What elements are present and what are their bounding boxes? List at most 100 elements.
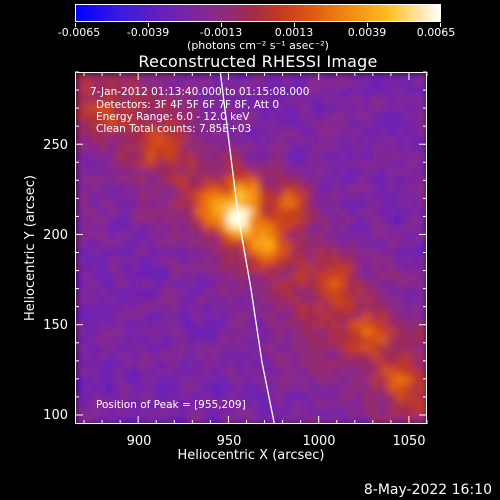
heatmap-cell (123, 344, 133, 354)
heatmap-cell (179, 112, 189, 122)
heatmap-cell (243, 80, 253, 90)
heatmap-cell (123, 376, 133, 386)
heatmap-cell (147, 208, 157, 218)
heatmap-cell (315, 240, 325, 250)
heatmap-cell (275, 152, 285, 162)
heatmap-cell (347, 176, 357, 186)
heatmap-cell (203, 112, 213, 122)
heatmap-cell (283, 176, 293, 186)
heatmap-cell (243, 360, 253, 370)
heatmap-cell (219, 208, 229, 218)
heatmap-cell (387, 168, 397, 178)
heatmap-cell (83, 104, 93, 114)
heatmap-cell (323, 328, 333, 338)
heatmap-cell (267, 144, 277, 154)
heatmap-cell (355, 312, 365, 322)
heatmap-cell (355, 272, 365, 282)
heatmap-cell (299, 73, 309, 82)
heatmap-cell (419, 104, 426, 114)
heatmap-cell (107, 328, 117, 338)
heatmap-cell (219, 360, 229, 370)
heatmap-cell (155, 240, 165, 250)
heatmap-cell (83, 216, 93, 226)
heatmap-cell (331, 184, 341, 194)
heatmap-cell (323, 96, 333, 106)
heatmap-cell (187, 176, 197, 186)
heatmap-cell (139, 88, 149, 98)
heatmap-cell (403, 184, 413, 194)
heatmap-cell (251, 256, 261, 266)
heatmap-cell (99, 200, 109, 210)
heatmap-cell (331, 208, 341, 218)
heatmap-cell (299, 208, 309, 218)
heatmap-cell (155, 352, 165, 362)
heatmap-cell (91, 416, 101, 423)
heatmap-cell (107, 376, 117, 386)
heatmap-cell (283, 360, 293, 370)
heatmap-cell (379, 96, 389, 106)
heatmap-cell (147, 73, 157, 82)
heatmap-cell (419, 408, 426, 418)
heatmap-cell (203, 200, 213, 210)
annotation-detectors: Detectors: 3F 4F 5F 6F 7F 8F, Att 0 (96, 99, 279, 111)
heatmap-cell (219, 73, 229, 82)
heatmap-cell (107, 320, 117, 330)
heatmap-cell (403, 144, 413, 154)
heatmap-cell (307, 400, 317, 410)
heatmap-cell (139, 256, 149, 266)
heatmap-cell (131, 80, 141, 90)
heatmap-cell (187, 73, 197, 82)
heatmap-cell (347, 152, 357, 162)
heatmap-cell (299, 160, 309, 170)
heatmap-cell (123, 384, 133, 394)
heatmap-cell (371, 136, 381, 146)
heatmap-cell (211, 120, 221, 130)
heatmap-cell (411, 320, 421, 330)
heatmap-cell (227, 168, 237, 178)
heatmap-cell (147, 128, 157, 138)
heatmap-cell (339, 192, 349, 202)
heatmap-cell (331, 272, 341, 282)
heatmap-cell (235, 336, 245, 346)
heatmap-cell (363, 144, 373, 154)
y-tick-label: 250 (43, 138, 68, 153)
heatmap-cell (243, 280, 253, 290)
heatmap-cell (76, 312, 85, 322)
heatmap-cell (307, 240, 317, 250)
heatmap-cell (171, 344, 181, 354)
heatmap-cell (235, 384, 245, 394)
heatmap-cell (259, 136, 269, 146)
heatmap-cell (283, 112, 293, 122)
heatmap-cell (347, 104, 357, 114)
heatmap-cell (91, 296, 101, 306)
heatmap-cell (107, 288, 117, 298)
heatmap-cell (115, 368, 125, 378)
heatmap-cell (379, 352, 389, 362)
heatmap-cell (107, 248, 117, 258)
heatmap-cell (107, 120, 117, 130)
heatmap-cell (91, 80, 101, 90)
heatmap-cell (363, 336, 373, 346)
heatmap-cell (347, 136, 357, 146)
heatmap-cell (99, 352, 109, 362)
heatmap-cell (339, 88, 349, 98)
heatmap-cell (259, 224, 269, 234)
heatmap-cell (331, 352, 341, 362)
heatmap-cell (291, 280, 301, 290)
heatmap-cell (227, 296, 237, 306)
heatmap-cell (259, 240, 269, 250)
heatmap-cell (371, 216, 381, 226)
heatmap-cell (291, 368, 301, 378)
heatmap-cell (355, 368, 365, 378)
heatmap-cell (347, 232, 357, 242)
heatmap-cell (395, 248, 405, 258)
heatmap-cell (363, 160, 373, 170)
heatmap-cell (411, 240, 421, 250)
heatmap-cell (187, 88, 197, 98)
heatmap-cell (91, 184, 101, 194)
heatmap-cell (187, 376, 197, 386)
heatmap-cell (339, 80, 349, 90)
heatmap-cell (131, 376, 141, 386)
heatmap-cell (419, 400, 426, 410)
heatmap-cell (275, 272, 285, 282)
